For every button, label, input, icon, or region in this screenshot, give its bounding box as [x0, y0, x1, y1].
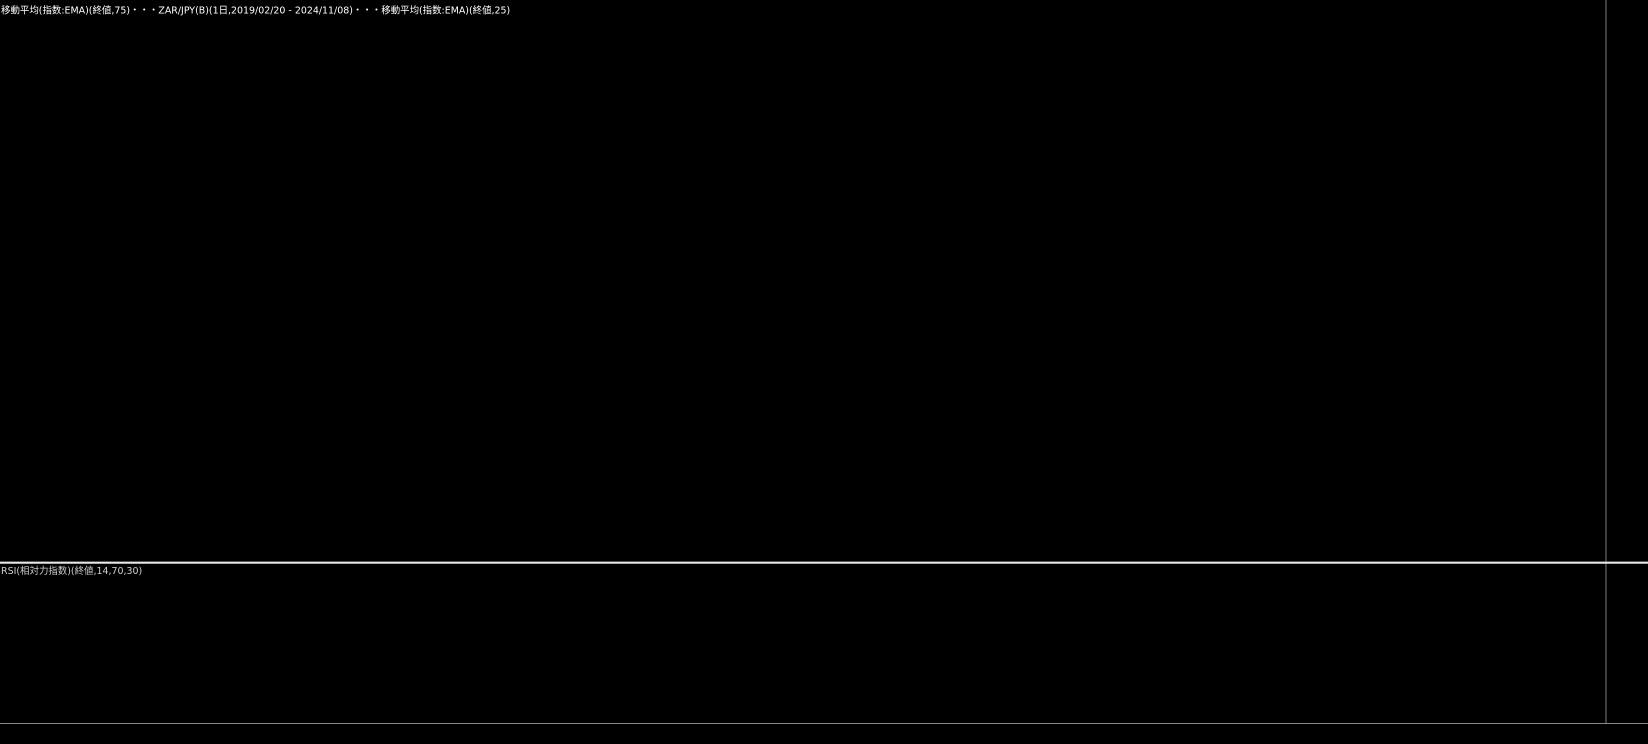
legend-separator: ・・・: [353, 5, 381, 16]
legend-entry: 移動平均(指数:EMA)(終値,25): [381, 4, 510, 16]
rsi-title: RSI(相対力指数)(終値,14,70,30): [1, 565, 142, 577]
header: 移動平均(指数:EMA)(終値,75)・・・ZAR/JPY(B)(1日,2019…: [1, 4, 510, 16]
labels: 移動平均(指数:EMA)(終値,75)・・・ZAR/JPY(B)(1日,2019…: [1, 4, 510, 577]
chart-title: ZAR/JPY(B)(1日,2019/02/20 - 2024/11/08): [158, 5, 353, 16]
legend-entry: 移動平均(指数:EMA)(終値,75): [1, 4, 130, 16]
legend-separator: ・・・: [130, 5, 158, 16]
